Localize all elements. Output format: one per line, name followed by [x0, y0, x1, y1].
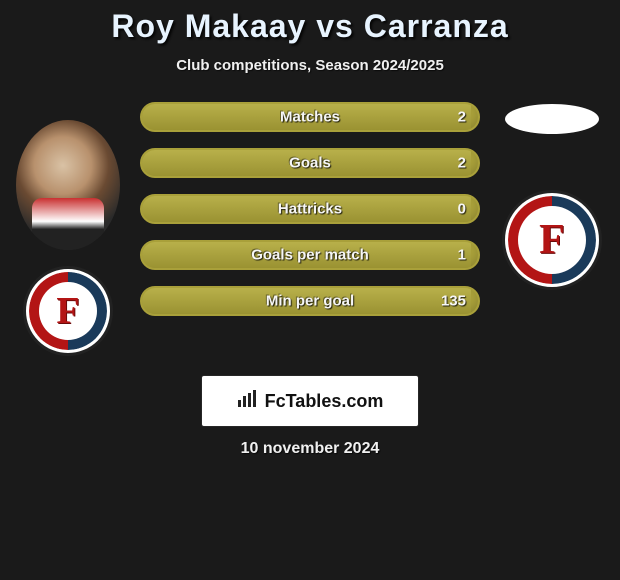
stat-bar: Min per goal 135	[140, 286, 480, 316]
main-row: F Matches 2 Goals 2 Hattricks 0 Goals pe…	[0, 102, 620, 356]
stats-column: Matches 2 Goals 2 Hattricks 0 Goals per …	[128, 102, 492, 316]
page-title: Roy Makaay vs Carranza	[0, 8, 620, 45]
right-column: F	[492, 102, 612, 290]
club-ring-icon	[29, 272, 107, 350]
club-badge-right: F	[502, 190, 602, 290]
stat-value: 0	[458, 201, 466, 218]
stat-bar: Goals 2	[140, 148, 480, 178]
stat-value: 135	[441, 293, 466, 310]
stat-value: 1	[458, 247, 466, 264]
stat-value: 2	[458, 155, 466, 172]
player-left-avatar	[16, 120, 120, 250]
stat-label: Matches	[280, 109, 340, 126]
club-ring-icon	[508, 196, 596, 284]
stat-bar: Hattricks 0	[140, 194, 480, 224]
stat-label: Goals	[289, 155, 331, 172]
player-right-avatar-placeholder	[505, 104, 599, 134]
date-label: 10 november 2024	[0, 440, 620, 458]
bar-chart-icon	[237, 390, 259, 413]
club-badge-left: F	[23, 266, 113, 356]
stat-label: Goals per match	[251, 247, 369, 264]
brand-label: FcTables.com	[265, 391, 384, 412]
stat-label: Min per goal	[266, 293, 354, 310]
stat-label: Hattricks	[278, 201, 342, 218]
comparison-card: Roy Makaay vs Carranza Club competitions…	[0, 0, 620, 458]
subtitle: Club competitions, Season 2024/2025	[0, 57, 620, 74]
left-column: F	[8, 102, 128, 356]
stat-bar: Goals per match 1	[140, 240, 480, 270]
stat-value: 2	[458, 109, 466, 126]
stat-bar: Matches 2	[140, 102, 480, 132]
brand-watermark[interactable]: FcTables.com	[202, 376, 418, 426]
